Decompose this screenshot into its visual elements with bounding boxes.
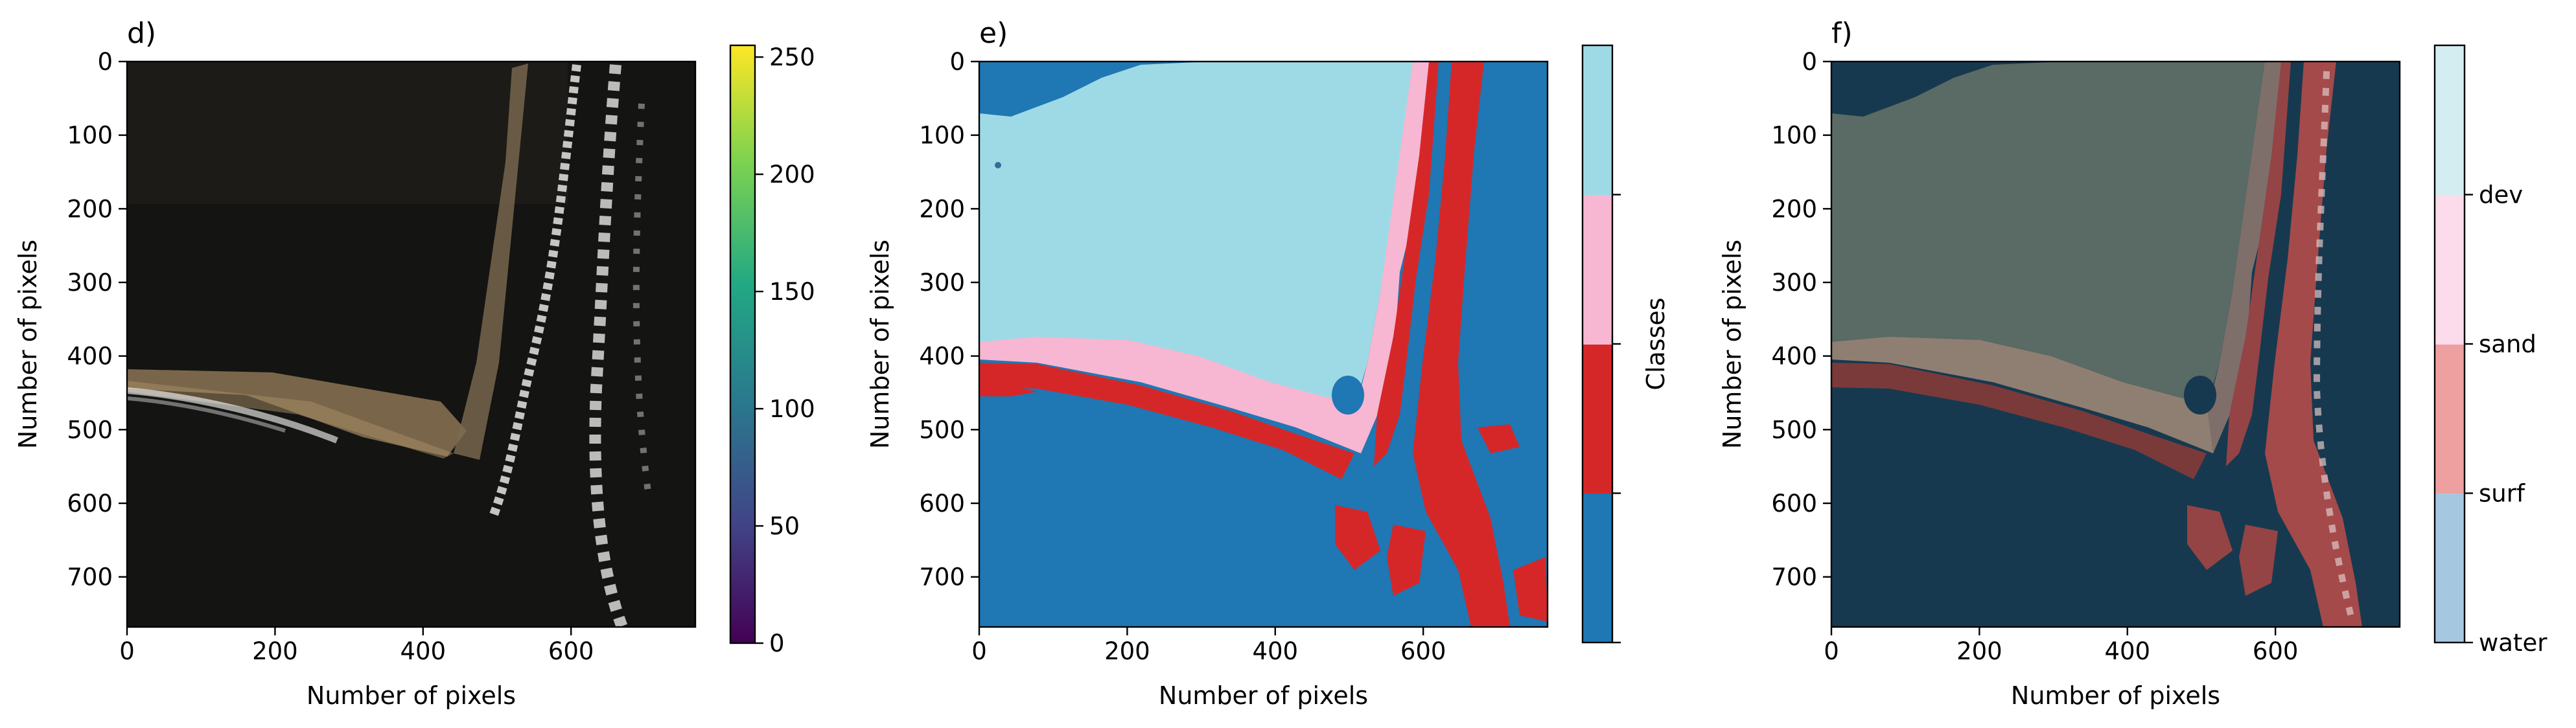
x-tick-label: 400 <box>400 637 446 665</box>
colorbar-frame-d <box>729 44 756 644</box>
y-tick-label: 500 <box>919 416 965 444</box>
y-tick-label: 200 <box>67 195 113 223</box>
panel-f: f) 0 200 400 600 0 100 200 300 400 500 600 700 Numb… <box>1718 17 2547 710</box>
colorbar-tick-label: 250 <box>769 43 815 71</box>
x-tick-label: 200 <box>1104 637 1150 665</box>
colorbar-class-water <box>1583 494 1612 643</box>
colorbar-class-label: sand <box>2479 330 2536 358</box>
colorbar-class-label: surf <box>2479 480 2525 508</box>
y-tick-label: 600 <box>919 490 965 518</box>
colorbar-ticks-e <box>1612 194 1621 644</box>
colorbar-tick-label: 50 <box>769 512 800 540</box>
y-tick-label: 100 <box>919 122 965 150</box>
axis-ticks-f: 0 200 400 600 0 100 200 300 400 500 600 700 <box>1771 48 2298 665</box>
colorbar-overlay-water <box>2435 494 2465 643</box>
x-tick-label: 600 <box>548 637 594 665</box>
colorbar-tick-label: 0 <box>769 630 785 657</box>
colorbar-class-dev <box>1583 45 1612 195</box>
panel-title-f: f) <box>1831 17 1853 50</box>
y-tick-label: 700 <box>67 563 113 591</box>
x-tick-label: 200 <box>1956 637 2002 665</box>
y-tick-label: 400 <box>919 343 965 370</box>
y-tick-label: 200 <box>1771 195 1817 223</box>
axes-frame-f <box>1830 60 2401 628</box>
class-surf-region-inner <box>1374 62 1439 466</box>
colorbar-tick-label: 100 <box>769 395 815 423</box>
class-map <box>979 62 1548 627</box>
axes-frame-e <box>978 60 1549 628</box>
y-tick-label: 600 <box>1771 490 1817 518</box>
y-tick-label: 500 <box>1771 416 1817 444</box>
x-tick-label: 0 <box>1824 637 1839 665</box>
y-tick-label: 700 <box>1771 563 1817 591</box>
class-surf-region-beach <box>979 363 1354 479</box>
colorbar-tick-label: 200 <box>769 161 815 188</box>
x-tick-label: 600 <box>2253 637 2299 665</box>
y-tick-label: 700 <box>919 563 965 591</box>
y-tick-label: 200 <box>919 195 965 223</box>
y-tick-label: 0 <box>1802 48 1817 76</box>
class-sand-region-spit <box>1354 62 1432 453</box>
colorbar-overlay-sand <box>2435 195 2465 345</box>
x-axis-label-d: Number of pixels <box>307 681 516 710</box>
x-axis-label-e: Number of pixels <box>1159 681 1368 710</box>
class-sand-region-beach <box>979 337 1361 453</box>
colorbar-class-label: water <box>2479 629 2547 657</box>
class-surf-region-outer <box>1413 62 1510 627</box>
y-tick-label: 600 <box>67 490 113 518</box>
colorbar-class-surf <box>1583 345 1612 494</box>
x-tick-label: 0 <box>971 637 987 665</box>
colorbar-class-label: dev <box>2479 181 2523 209</box>
x-tick-label: 200 <box>252 637 298 665</box>
x-axis-label-f: Number of pixels <box>2011 681 2220 710</box>
axis-ticks-d: 0 200 400 600 0 100 200 300 400 500 600 700 <box>67 48 594 665</box>
y-tick-label: 100 <box>1771 122 1817 150</box>
y-axis-label-f: Number of pixels <box>1718 240 1746 449</box>
colorbar-class-sand <box>1583 195 1612 345</box>
class-dev-region <box>979 62 1426 408</box>
colorbar-overlay-surf <box>2435 345 2465 494</box>
satellite-image <box>127 62 695 627</box>
colorbar-tick-label: 150 <box>769 278 815 306</box>
colorbar-overlay-dev <box>2435 45 2465 195</box>
y-tick-label: 300 <box>919 269 965 297</box>
x-tick-label: 0 <box>119 637 135 665</box>
y-tick-label: 0 <box>949 48 965 76</box>
x-tick-label: 400 <box>2104 637 2150 665</box>
overlay-map <box>1831 62 2400 627</box>
panel-title-e: e) <box>979 17 1008 50</box>
colorbar-d <box>730 45 755 643</box>
y-tick-label: 400 <box>1771 343 1817 370</box>
y-tick-label: 0 <box>97 48 113 76</box>
axes-frame-d <box>126 60 697 628</box>
y-tick-label: 300 <box>1771 269 1817 297</box>
y-tick-label: 300 <box>67 269 113 297</box>
y-axis-label-d: Number of pixels <box>14 240 42 449</box>
panel-e: e) 0 200 400 600 0 100 200 300 400 500 600 700 Numb… <box>866 17 1670 710</box>
panel-title-d: d) <box>127 17 156 50</box>
y-tick-label: 100 <box>67 122 113 150</box>
lagoon <box>1332 376 1364 415</box>
colorbar-label-classes: Classes <box>1642 297 1670 390</box>
y-tick-label: 400 <box>67 343 113 370</box>
y-axis-label-e: Number of pixels <box>866 240 894 449</box>
x-tick-label: 600 <box>1400 637 1446 665</box>
x-tick-label: 400 <box>1252 637 1298 665</box>
colorbar-ticks-d: 0 50 100 150 200 250 <box>755 43 815 657</box>
colorbar-ticks-f: water surf sand dev <box>2465 181 2547 657</box>
axis-ticks-e: 0 200 400 600 0 100 200 300 400 500 600 700 <box>919 48 1446 665</box>
y-tick-label: 500 <box>67 416 113 444</box>
